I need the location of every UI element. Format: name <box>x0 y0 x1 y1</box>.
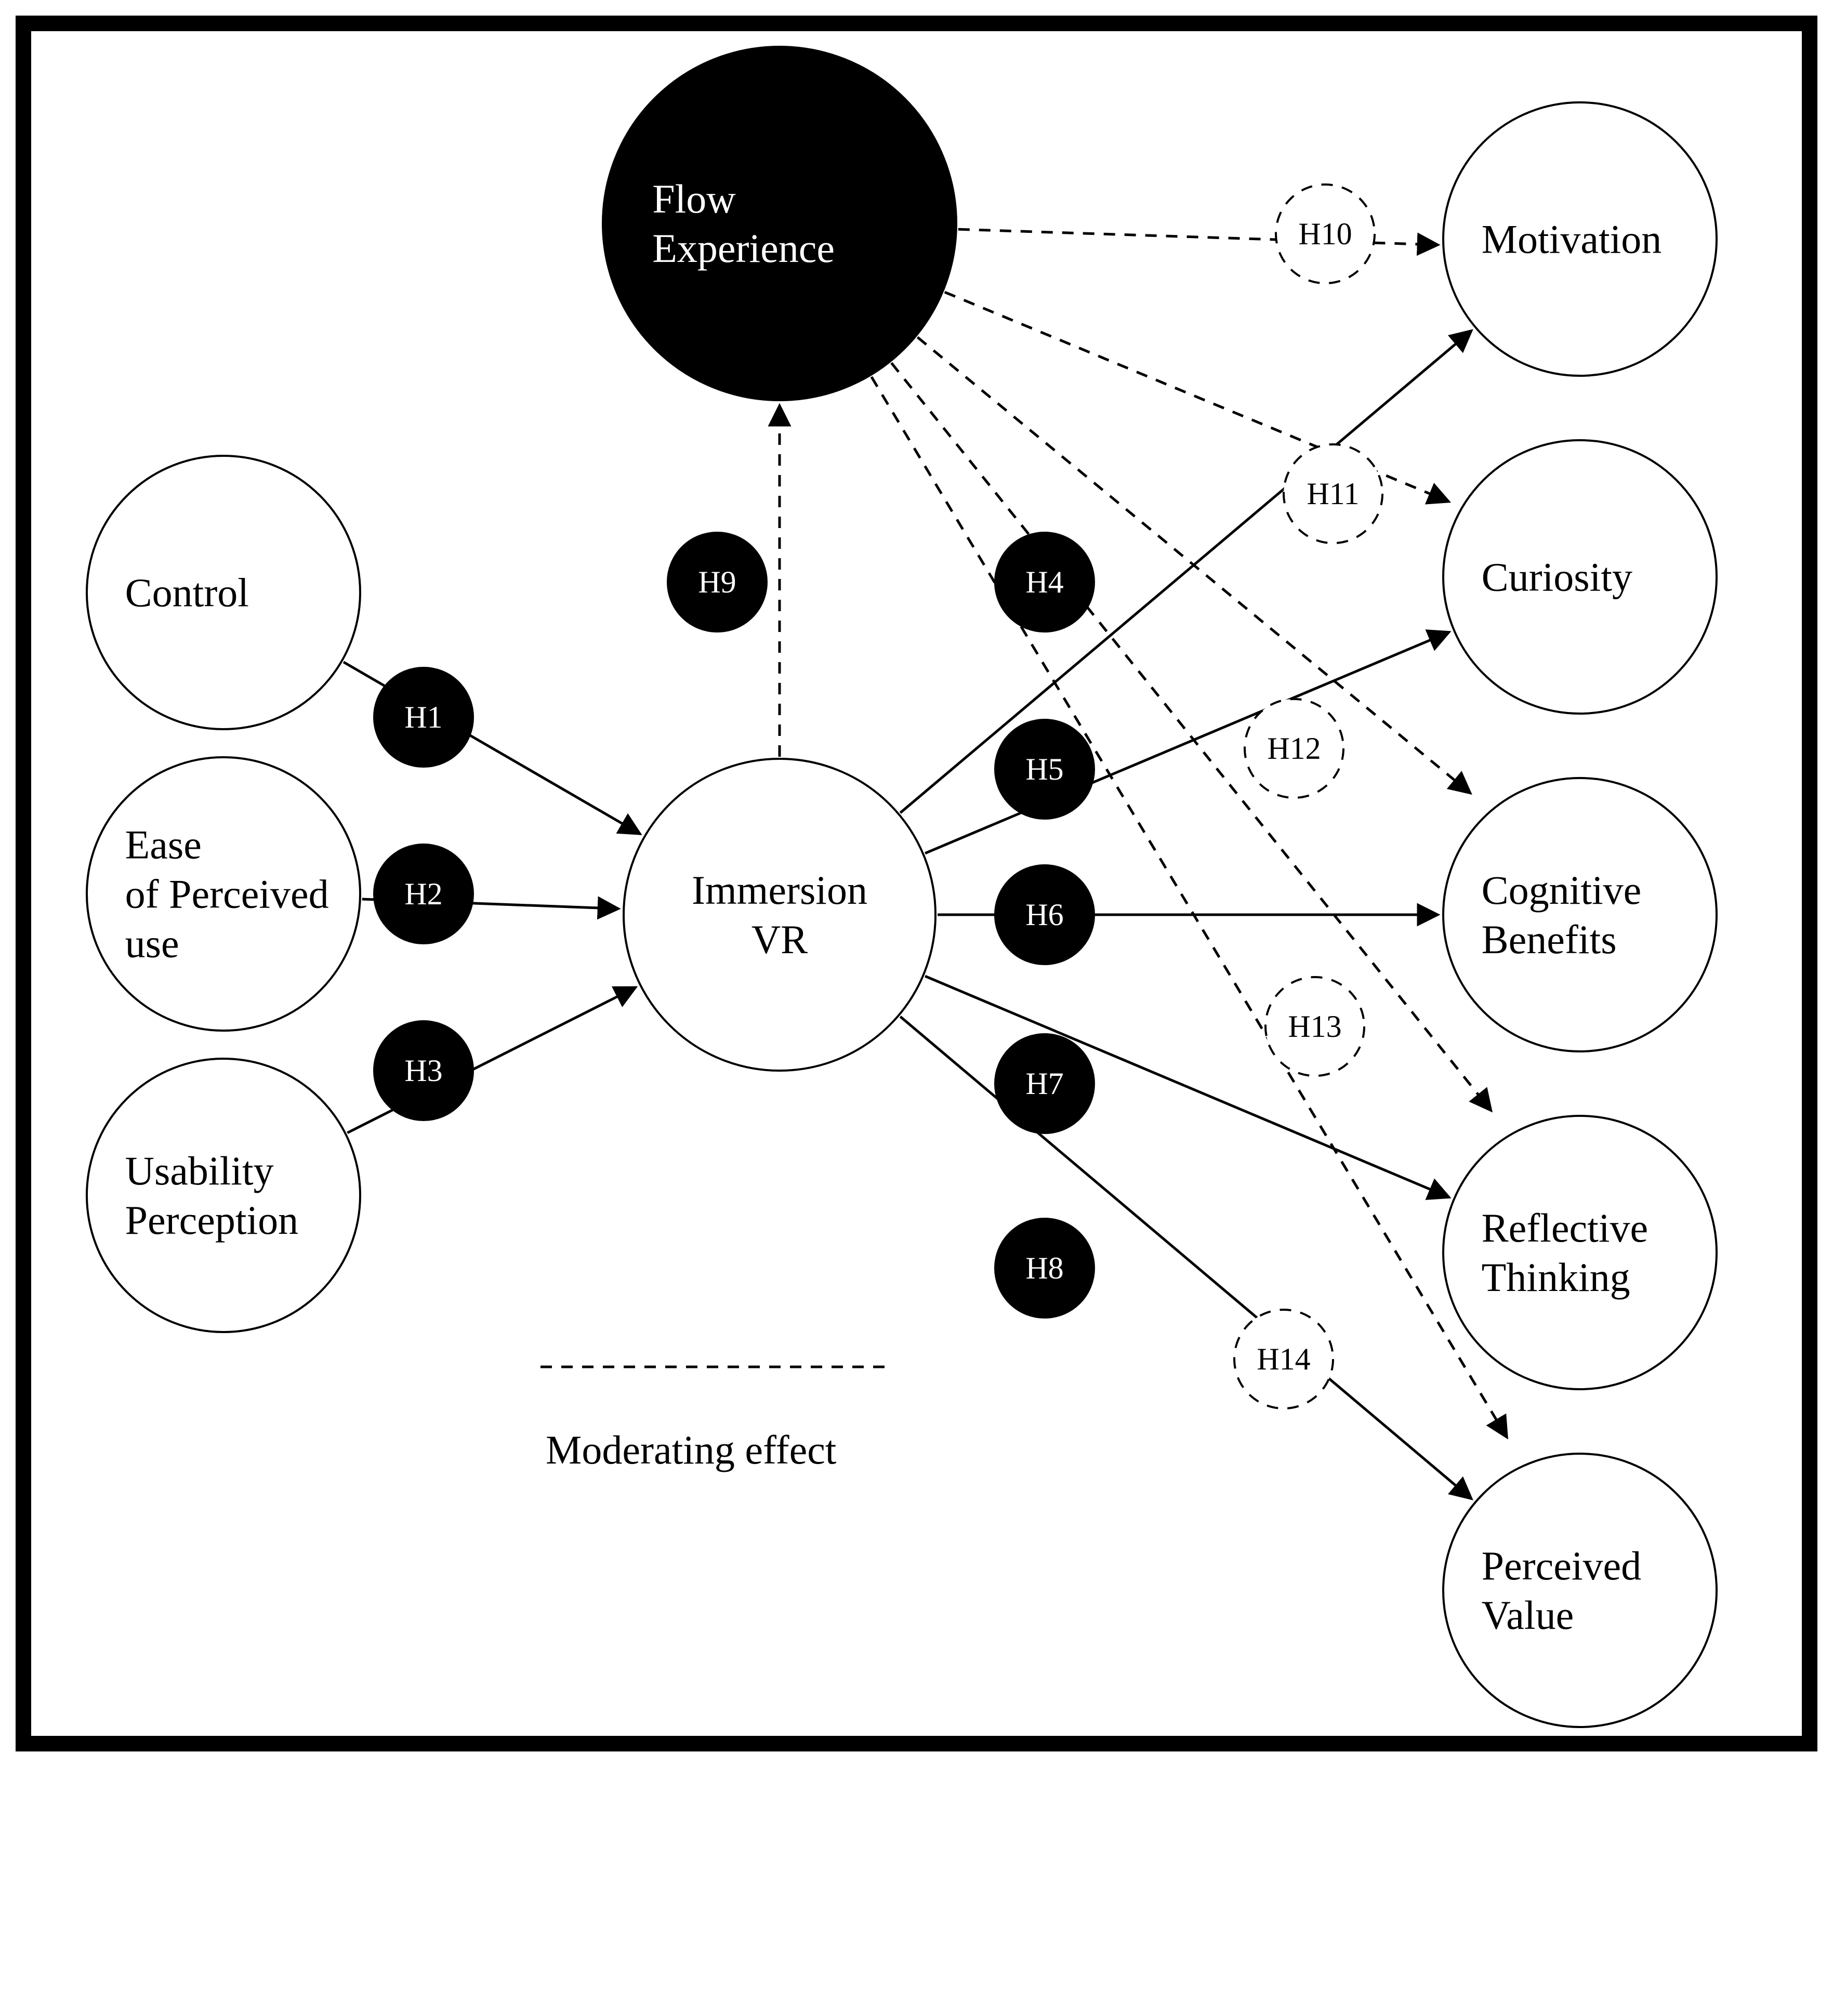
node-label: use <box>125 921 179 966</box>
hypothesis-label: H13 <box>1288 1009 1341 1044</box>
node-label: Experience <box>652 226 835 271</box>
node-label: Control <box>125 570 249 615</box>
hypothesis-label: H10 <box>1298 217 1352 251</box>
hypothesis-H11: H11 <box>1284 444 1382 543</box>
diagram-container: H1 H2 H3 H4 H5 H6 H7 H8 H9 H10 H11 H12 H13 H14 Flow Exp… <box>0 0 1833 2016</box>
hypothesis-H14: H14 <box>1234 1310 1333 1408</box>
hypothesis-H4: H4 <box>995 533 1094 631</box>
hypothesis-label: H1 <box>404 700 442 734</box>
hypothesis-H10: H10 <box>1276 185 1375 283</box>
node-label: Cognitive <box>1482 867 1642 913</box>
node-flow: Flow Experience <box>603 47 956 400</box>
hypothesis-label: H6 <box>1025 898 1063 932</box>
node-label: of Perceived <box>125 872 329 917</box>
hypothesis-label: H2 <box>404 877 442 911</box>
hypothesis-H1: H1 <box>374 668 473 767</box>
node-cognitive: CognitiveBenefits <box>1443 778 1717 1051</box>
hypothesis-H8: H8 <box>995 1219 1094 1317</box>
node-label: Reflective <box>1482 1205 1649 1250</box>
hypothesis-label: H3 <box>404 1053 442 1088</box>
node-label: VR <box>751 917 808 962</box>
node-motivation: Motivation <box>1443 102 1717 376</box>
hypothesis-H2: H2 <box>374 845 473 943</box>
hypothesis-H7: H7 <box>995 1034 1094 1133</box>
hypothesis-label: H8 <box>1025 1251 1063 1285</box>
hypothesis-H3: H3 <box>374 1021 473 1120</box>
node-usability: UsabilityPerception <box>87 1059 360 1332</box>
node-label: Perceived <box>1482 1543 1642 1588</box>
hypothesis-label: H5 <box>1025 752 1063 786</box>
node-label: Flow <box>652 176 735 221</box>
node-label: Ease <box>125 822 202 867</box>
node-label: Benefits <box>1482 917 1617 962</box>
hypothesis-H6: H6 <box>995 865 1094 964</box>
hypothesis-H9: H9 <box>668 533 767 631</box>
hypothesis-label: H12 <box>1267 731 1321 766</box>
node-label: Usability <box>125 1148 274 1193</box>
node-perceived: PerceivedValue <box>1443 1454 1717 1727</box>
node-ease: Ease of Perceiveduse <box>87 757 360 1031</box>
legend-text: Moderating effect <box>546 1427 837 1472</box>
node-label: Motivation <box>1482 217 1662 262</box>
node-label: Value <box>1482 1592 1574 1638</box>
node-label: Immersion <box>692 867 867 913</box>
node-label: Curiosity <box>1482 555 1632 600</box>
node-immersion: ImmersionVR <box>624 759 935 1071</box>
hypothesis-H12: H12 <box>1245 699 1343 798</box>
node-label: Thinking <box>1482 1255 1630 1300</box>
hypothesis-H5: H5 <box>995 720 1094 819</box>
node-reflective: Reflective Thinking <box>1443 1116 1717 1389</box>
node-label: Perception <box>125 1197 299 1243</box>
hypothesis-label: H11 <box>1307 477 1359 511</box>
hypothesis-label: H4 <box>1025 565 1063 599</box>
hypothesis-label: H9 <box>698 565 736 599</box>
hypothesis-label: H14 <box>1257 1342 1310 1376</box>
node-control: Control <box>87 456 360 729</box>
hypothesis-H13: H13 <box>1265 977 1364 1076</box>
hypothesis-label: H7 <box>1025 1066 1063 1101</box>
node-curiosity: Curiosity <box>1443 440 1717 714</box>
